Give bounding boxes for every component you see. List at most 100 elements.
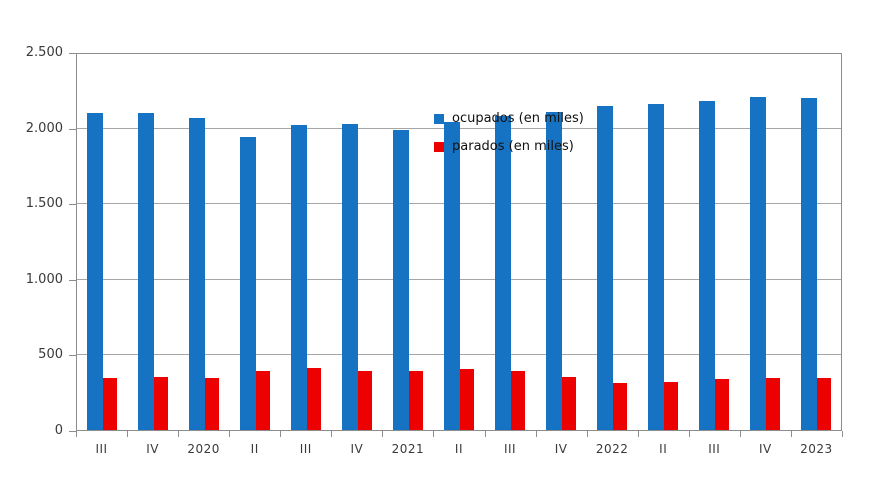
y-axis-label: 0 xyxy=(54,423,63,438)
x-axis-ticks xyxy=(76,431,843,437)
y-axis-label: 500 xyxy=(38,347,63,363)
bar-ocupados xyxy=(393,129,410,430)
y-axis-label: 1.000 xyxy=(25,271,63,287)
bar-ocupados xyxy=(342,123,359,430)
x-axis-tick xyxy=(535,431,537,437)
y-axis-label: 2.000 xyxy=(25,120,63,136)
x-axis-label: II xyxy=(659,442,668,456)
x-axis-label: 2020 xyxy=(187,442,220,456)
plot-area: ocupados (en miles) parados (en miles) xyxy=(76,53,842,431)
bar-group xyxy=(332,54,383,430)
legend-label: parados (en miles) xyxy=(452,139,574,154)
bar-parados xyxy=(358,370,373,430)
bar-ocupados xyxy=(749,96,766,430)
bar-parados xyxy=(103,378,118,430)
x-axis-tick xyxy=(76,431,77,437)
x-axis-label: II xyxy=(454,442,463,456)
bar-parados xyxy=(510,370,525,430)
x-axis-label: II xyxy=(250,442,259,456)
bar-group xyxy=(790,54,841,430)
bar-group xyxy=(281,54,332,430)
x-axis-label: 2023 xyxy=(800,442,833,456)
bar-ocupados xyxy=(138,113,155,430)
legend-label: ocupados (en miles) xyxy=(452,111,584,126)
bar-parados xyxy=(612,383,627,430)
bar-parados xyxy=(256,371,271,430)
bar-group xyxy=(434,54,485,430)
bars xyxy=(77,54,841,430)
x-axis-tick xyxy=(433,431,435,437)
x-axis-tick xyxy=(178,431,180,437)
y-axis-tick xyxy=(69,431,76,432)
bar-parados xyxy=(307,367,322,430)
legend-item: ocupados (en miles) xyxy=(434,110,584,127)
bar-ocupados xyxy=(800,98,817,430)
y-axis-label: 2.500 xyxy=(25,45,63,60)
x-axis-label: IV xyxy=(350,442,364,456)
x-axis-label: III xyxy=(708,442,721,456)
legend-item: parados (en miles) xyxy=(434,138,584,155)
bar-group xyxy=(688,54,739,430)
y-axis-labels: 0 500 1.000 1.500 2.000 2.500 xyxy=(0,0,63,495)
bar-ocupados xyxy=(87,113,104,430)
x-axis-label: IV xyxy=(758,442,772,456)
legend-swatch-icon xyxy=(434,141,444,152)
x-axis-tick xyxy=(842,431,843,437)
bar-group xyxy=(77,54,128,430)
x-axis-label: III xyxy=(503,442,517,456)
bar-group xyxy=(383,54,434,430)
bar-parados xyxy=(205,378,220,430)
bar-ocupados xyxy=(240,137,257,430)
x-axis-label: III xyxy=(299,442,312,456)
legend-swatch-icon xyxy=(434,113,444,124)
y-axis-tick xyxy=(69,129,76,130)
bar-ocupados xyxy=(291,124,308,430)
x-axis-tick xyxy=(229,431,231,437)
x-axis-tick xyxy=(790,431,792,437)
bar-ocupados xyxy=(494,116,511,430)
bar-group xyxy=(739,54,790,430)
bar-parados xyxy=(816,378,831,430)
x-axis-tick xyxy=(484,431,486,437)
x-axis-tick xyxy=(739,431,741,437)
y-axis-label: 1.500 xyxy=(25,196,63,212)
bar-ocupados xyxy=(545,111,562,430)
x-axis-label: 2021 xyxy=(391,442,425,456)
x-axis-label: IV xyxy=(146,442,159,456)
bar-group xyxy=(637,54,688,430)
legend: ocupados (en miles) parados (en miles) xyxy=(434,110,584,166)
x-axis-tick xyxy=(688,431,690,437)
x-axis-labels: III IV 2020 II III IV 2021 II III IV 2022 II III IV 20… xyxy=(76,442,842,456)
y-axis-tick xyxy=(69,53,76,54)
bar-group xyxy=(535,54,586,430)
x-axis-tick xyxy=(586,431,588,437)
x-axis-label: IV xyxy=(554,442,568,456)
y-axis-tick xyxy=(69,280,76,281)
x-axis-tick xyxy=(637,431,639,437)
y-axis-ticks xyxy=(69,0,76,495)
bar-parados xyxy=(154,377,169,430)
x-axis-tick xyxy=(382,431,384,437)
x-axis-tick xyxy=(280,431,282,437)
bar-parados xyxy=(409,371,424,430)
bar-ocupados xyxy=(444,121,461,430)
bar-group xyxy=(485,54,536,430)
bar-ocupados xyxy=(698,100,715,430)
bar-parados xyxy=(460,369,475,430)
x-axis-tick xyxy=(127,431,129,437)
bar-ocupados xyxy=(596,105,613,430)
bar-group xyxy=(179,54,230,430)
bar-parados xyxy=(765,378,780,430)
bar-ocupados xyxy=(647,103,664,430)
bar-parados xyxy=(561,377,576,430)
x-axis-label: III xyxy=(95,442,108,456)
x-axis-label: 2022 xyxy=(595,442,629,456)
bar-parados xyxy=(663,381,678,430)
bar-group xyxy=(230,54,281,430)
y-axis-tick xyxy=(69,204,76,205)
x-axis-tick xyxy=(331,431,333,437)
y-axis-tick xyxy=(69,355,76,356)
bar-parados xyxy=(714,378,729,430)
bar-ocupados xyxy=(189,117,206,430)
